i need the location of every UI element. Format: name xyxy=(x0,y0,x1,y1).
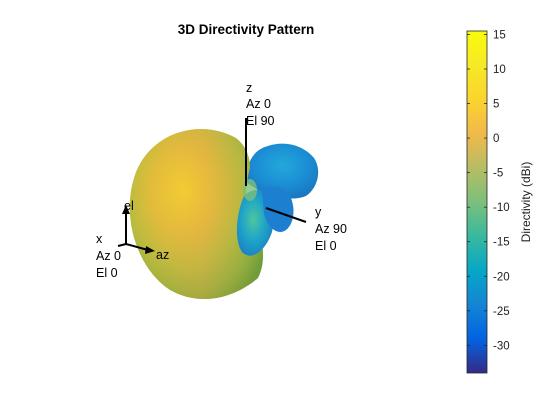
el-arrowhead-icon xyxy=(122,205,130,214)
lower-back-lobe-rear xyxy=(262,186,294,233)
x-az-label: Az 0 xyxy=(96,249,121,263)
y-axis-line xyxy=(265,207,307,223)
colorbar-tick-label: -20 xyxy=(493,271,510,283)
axes xyxy=(245,118,307,223)
colorbar-gradient xyxy=(466,30,488,374)
colorbar-tick-label: -10 xyxy=(493,202,510,214)
z-el-label: El 90 xyxy=(246,114,275,128)
z-az-label: Az 0 xyxy=(246,97,271,111)
az-arrow xyxy=(125,243,149,251)
colorbar-tick-label: -5 xyxy=(493,168,503,180)
el-label: el xyxy=(124,199,134,213)
main-lobe-shading xyxy=(129,128,264,300)
colorbar: 15 10 5 0 -5 -10 -15 -20 -25 -30 Directivity (dBi… xyxy=(466,29,533,374)
colorbar-tick-label: -15 xyxy=(493,237,510,249)
x-arrow xyxy=(117,243,127,247)
z-label: z xyxy=(246,81,252,95)
y-az-label: Az 90 xyxy=(315,222,347,236)
az-arrowhead-icon xyxy=(145,246,155,254)
x-label: x xyxy=(96,232,103,246)
colorbar-tick-label: -25 xyxy=(493,306,510,318)
colorbar-tick-label: -30 xyxy=(493,340,510,352)
y-label: y xyxy=(315,205,322,219)
colorbar-tick-label: 5 xyxy=(493,99,499,111)
colorbar-tick-label: 0 xyxy=(493,133,499,145)
colorbar-ticks: 15 10 5 0 -5 -10 -15 -20 -25 -30 xyxy=(467,29,510,352)
colorbar-tick-label: 10 xyxy=(493,64,506,76)
y-el-label: El 0 xyxy=(315,239,337,253)
colorbar-label: Directivity (dBi) xyxy=(519,162,533,243)
x-el-label: El 0 xyxy=(96,266,118,280)
chart-title: 3D Directivity Pattern xyxy=(178,22,315,37)
axis-labels: z Az 0 El 90 y Az 90 El 0 x Az 0 El 0 el… xyxy=(96,81,347,280)
pattern-surface xyxy=(129,128,319,300)
orientation-triad xyxy=(117,205,155,254)
az-label: az xyxy=(156,248,169,262)
colorbar-tick-label: 15 xyxy=(493,29,506,41)
upper-back-lobe xyxy=(246,143,319,199)
